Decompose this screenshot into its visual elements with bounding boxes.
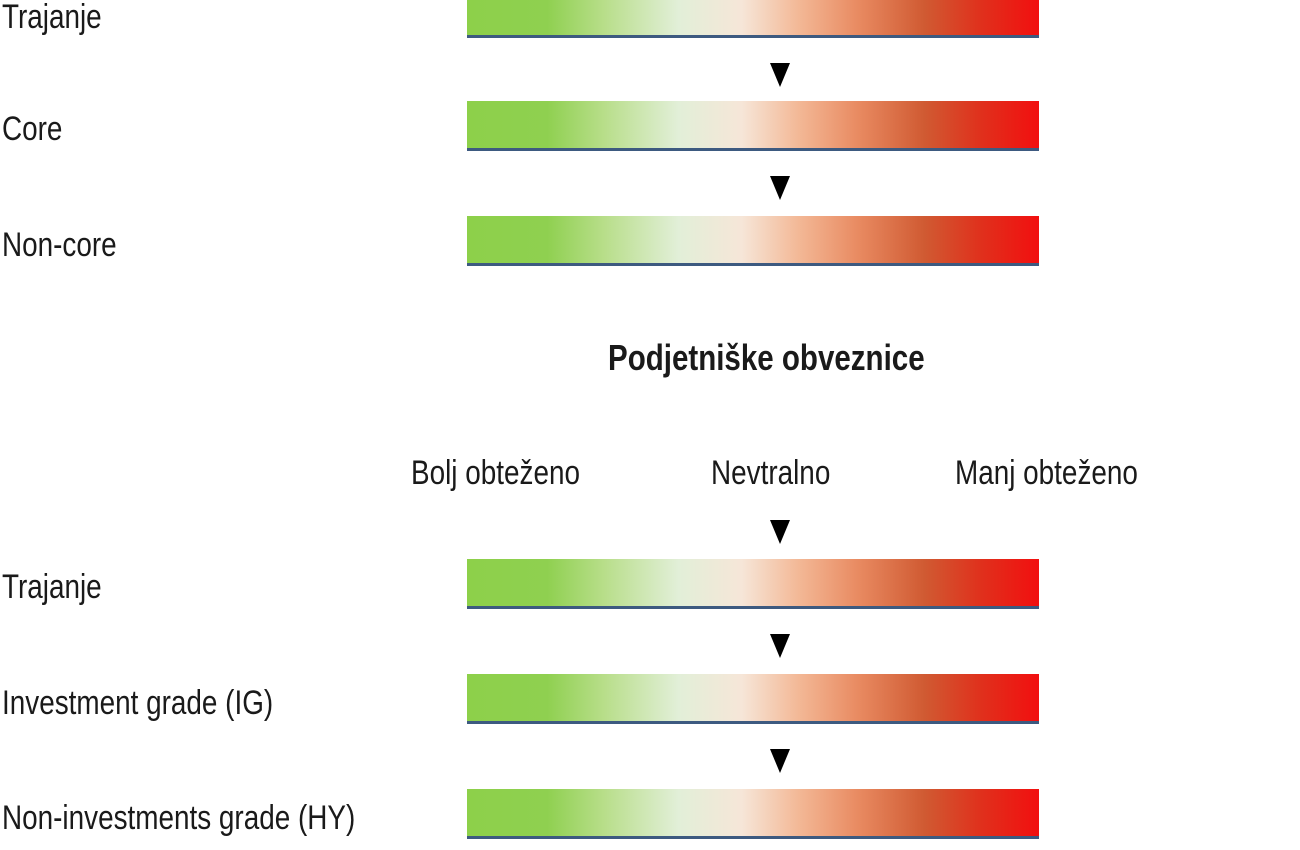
row-label-core: Core [2,110,63,148]
row-label-non-investment-grade: Non-investments grade (HY) [2,799,356,837]
scale-label-left: Bolj obteženo [411,454,580,492]
section-title: Podjetniške obveznice [608,337,925,378]
rating-bar-non-investment-grade [467,789,1039,839]
rating-bar-core [467,101,1039,151]
position-marker-arrow [770,63,790,87]
rating-bar-trajanje [467,0,1039,38]
row-label-trajanje: Trajanje [2,568,102,606]
position-marker-arrow [770,749,790,773]
row-label-trajanje: Trajanje [2,0,102,36]
rating-bar-trajanje [467,559,1039,609]
row-label-non-core: Non-core [2,226,117,264]
rating-bar-non-core [467,216,1039,266]
scale-label-center: Nevtralno [711,454,831,492]
rating-bar-investment-grade [467,674,1039,724]
position-marker-arrow [770,634,790,658]
position-marker-arrow [770,176,790,200]
row-label-investment-grade: Investment grade (IG) [2,684,274,722]
scale-label-right: Manj obteženo [955,454,1138,492]
position-marker-arrow [770,520,790,544]
